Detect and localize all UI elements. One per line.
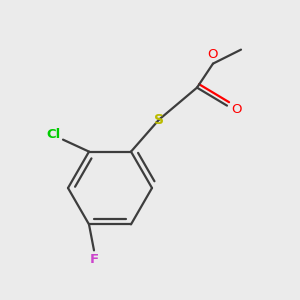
Text: S: S xyxy=(154,112,164,127)
Text: O: O xyxy=(231,103,241,116)
Text: F: F xyxy=(89,253,99,266)
Text: Cl: Cl xyxy=(46,128,60,141)
Text: O: O xyxy=(208,48,218,61)
